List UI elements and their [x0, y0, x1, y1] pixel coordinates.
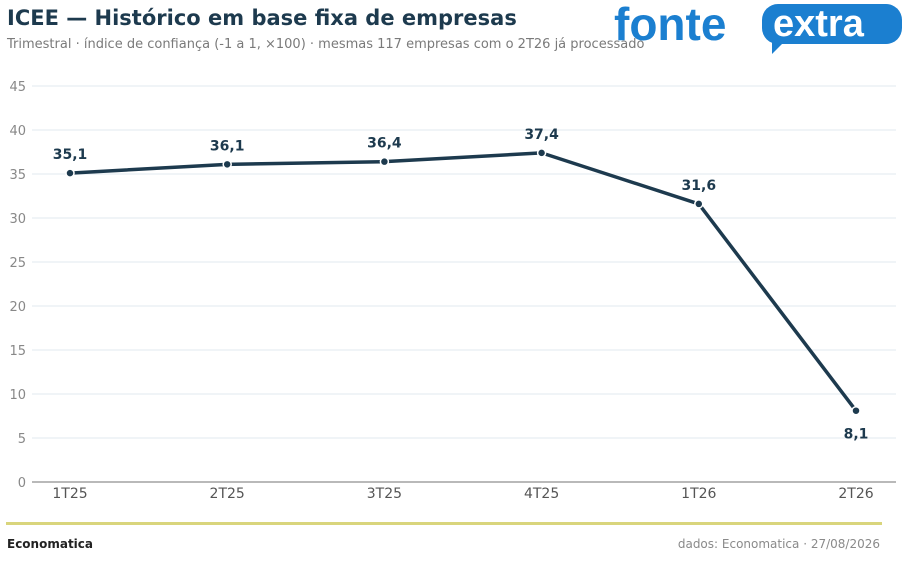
data-point — [536, 148, 547, 158]
data-point — [694, 199, 704, 209]
grid-lines — [32, 85, 896, 439]
y-tick-label: 45 — [9, 80, 26, 95]
data-point — [851, 405, 861, 416]
x-tick-label: 1T25 — [52, 486, 87, 502]
y-tick-label: 0 — [18, 476, 26, 491]
data-labels: 35,1 36,1 36,4 37,4 31,6 8,1 — [53, 127, 869, 443]
x-tick-label: 2T25 — [210, 486, 245, 502]
data-label: 35,1 — [53, 147, 88, 163]
y-axis-ticks: 0 5 10 15 20 25 30 35 40 45 — [9, 80, 26, 491]
x-tick-label: 4T25 — [524, 486, 559, 502]
y-tick-label: 5 — [18, 432, 26, 447]
x-tick-label: 2T26 — [838, 486, 873, 502]
x-tick-label: 1T26 — [681, 486, 716, 502]
series-line-path — [68, 151, 858, 413]
source-note: dados: Economatica · 27/08/2026 — [677, 537, 880, 551]
data-label: 8,1 — [844, 427, 869, 443]
fonte-extra-logo: fonte extra — [614, 0, 902, 54]
y-tick-label: 20 — [9, 300, 26, 315]
data-point — [379, 156, 390, 167]
y-tick-label: 35 — [9, 168, 26, 183]
series-line — [65, 148, 861, 416]
data-label: 31,6 — [682, 178, 717, 194]
footer-divider — [6, 522, 882, 525]
y-tick-label: 25 — [9, 256, 26, 271]
logo-word-fonte: fonte — [614, 0, 726, 50]
chart-subtitle: Trimestral · índice de confiança (-1 a 1… — [7, 37, 645, 52]
data-point — [222, 159, 232, 170]
source-brand: Economatica — [7, 537, 94, 551]
data-label: 37,4 — [524, 127, 559, 143]
chart-title: ICEE — Histórico em base fixa de empresa… — [7, 6, 517, 30]
y-tick-label: 30 — [9, 212, 26, 227]
y-tick-label: 40 — [9, 124, 26, 139]
data-label: 36,1 — [210, 138, 245, 154]
data-label: 36,4 — [367, 136, 402, 152]
data-point — [65, 168, 75, 178]
x-axis-ticks: 1T25 2T25 3T25 4T25 1T26 2T26 — [52, 486, 873, 502]
logo-speech-bubble — [762, 4, 902, 54]
x-tick-label: 3T25 — [367, 486, 402, 502]
y-tick-label: 10 — [9, 388, 26, 403]
y-tick-label: 15 — [9, 344, 26, 359]
logo-word-extra: extra — [773, 3, 865, 45]
